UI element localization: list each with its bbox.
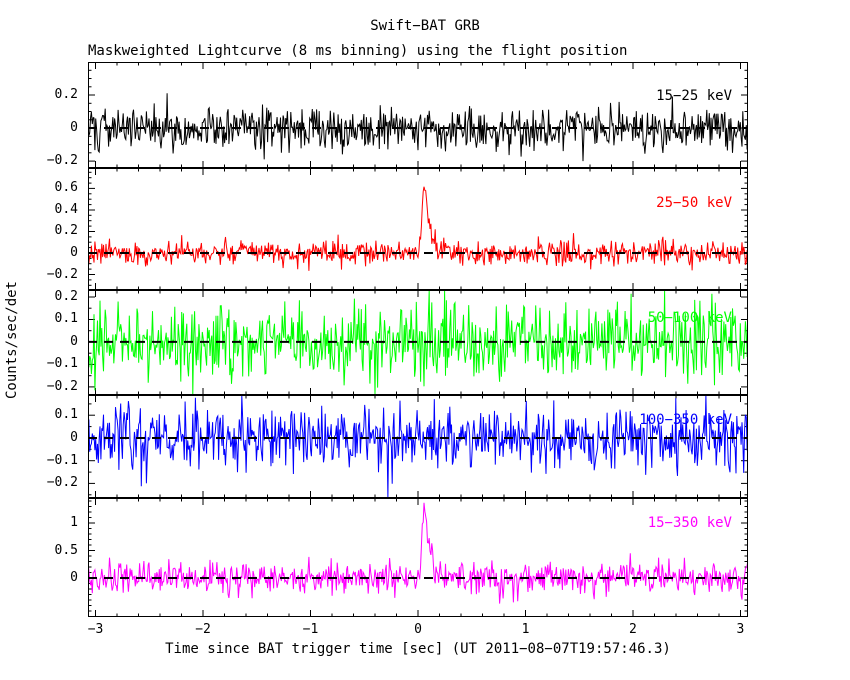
- x-tick-label: 2: [629, 622, 637, 637]
- panel-15-25kev: [88, 62, 748, 168]
- panel-25-50kev: [88, 168, 748, 290]
- y-tick-label: −0.1: [46, 356, 78, 372]
- panel-50-100kev: [88, 290, 748, 395]
- y-tick-label: 0.6: [54, 180, 78, 196]
- x-tick-label: −1: [302, 622, 319, 637]
- x-axis-label: Time since BAT trigger time [sec] (UT 20…: [165, 641, 671, 657]
- panel-label-15-25kev: 15−25 keV: [656, 88, 732, 104]
- y-tick-label: 0: [70, 333, 78, 349]
- x-tick-label: −2: [195, 622, 211, 637]
- tick-marks-15-25kev: [88, 62, 748, 168]
- y-tick-label: 0: [70, 429, 78, 445]
- figure-title: Swift−BAT GRB: [370, 18, 480, 34]
- y-tick-label: 0.1: [54, 311, 78, 327]
- panel-label-15-350kev: 15−350 keV: [647, 515, 732, 531]
- y-tick-label: 0.2: [54, 87, 78, 103]
- x-tick-label: 3: [736, 622, 745, 637]
- x-tick-label: 1: [521, 622, 530, 637]
- y-tick-label: −0.2: [46, 153, 78, 169]
- y-tick-label: 1: [70, 515, 78, 531]
- y-tick-label: 0.1: [54, 407, 78, 423]
- x-tick-label: 0: [414, 622, 422, 637]
- y-tick-label: 0.5: [54, 542, 78, 558]
- panel-frame-25-50kev: [88, 168, 748, 290]
- y-tick-label: 0.4: [54, 201, 78, 217]
- x-tick-label: −3: [87, 622, 104, 637]
- tick-marks-25-50kev: [88, 168, 748, 290]
- panel-label-100-350kev: 100−350 keV: [639, 412, 732, 428]
- figure-subtitle: Maskweighted Lightcurve (8 ms binning) u…: [88, 43, 628, 59]
- y-tick-label: 0: [70, 244, 78, 260]
- y-tick-label: −0.2: [46, 266, 78, 282]
- lightcurve-15-350kev: [88, 502, 748, 604]
- y-tick-label: −0.2: [46, 378, 78, 394]
- y-tick-label: 0.2: [54, 223, 78, 239]
- lightcurve-100-350kev: [88, 395, 748, 498]
- panel-label-50-100kev: 50−100 keV: [647, 310, 732, 326]
- panel-frame-15-25kev: [88, 62, 748, 168]
- y-tick-label: 0: [70, 570, 78, 585]
- y-tick-label: −0.2: [46, 475, 78, 491]
- panel-frame-50-100kev: [88, 290, 748, 395]
- panel-label-25-50kev: 25−50 keV: [656, 195, 732, 211]
- panel-frame-15-350kev: [88, 498, 748, 617]
- panel-100-350kev: [88, 395, 748, 498]
- y-tick-label: 0: [70, 120, 78, 136]
- lightcurve-50-100kev: [88, 290, 748, 395]
- lightcurve-15-25kev: [88, 93, 748, 162]
- y-tick-label: 0.2: [54, 288, 78, 304]
- panel-15-350kev: [88, 498, 748, 617]
- plot-area: [88, 62, 748, 617]
- panel-frame-100-350kev: [88, 395, 748, 498]
- y-tick-label: −0.1: [46, 452, 78, 468]
